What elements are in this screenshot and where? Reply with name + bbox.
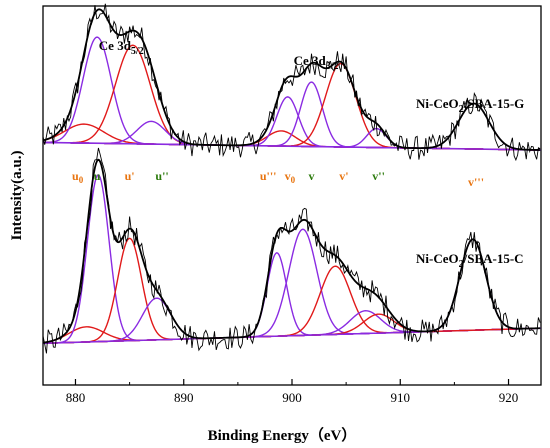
peak-label-9: v''': [468, 175, 484, 189]
envelope-layer: [42, 8, 540, 344]
annotation-ce3d32: Ce 3d3/2: [294, 53, 339, 72]
text-layer: Binding Energy（eV） Intensity(a.u.) Ce 3d5/…: [9, 38, 524, 444]
raw-data-0: [42, 3, 541, 162]
axes-layer: 880 890 900 910 920: [42, 5, 542, 405]
peak-label-7: v': [339, 169, 348, 183]
sample-label-1: Ni-CeO2/SBA-15-C: [416, 251, 524, 270]
envelope-1: [42, 158, 540, 344]
component-1-8: [42, 313, 540, 345]
y-axis-title: Intensity(a.u.): [9, 150, 25, 240]
peak-label-4: u''': [260, 169, 277, 183]
x-tick-label-3: 910: [391, 390, 411, 405]
envelope-0: [42, 8, 540, 151]
peak-label-1: u: [94, 169, 101, 183]
x-tick-label-4: 920: [499, 390, 519, 405]
x-axis-title: Binding Energy（eV）: [208, 426, 357, 444]
x-tick-label-2: 900: [282, 390, 302, 405]
sample-label-0: Ni-CeO2/SBA-15-G: [416, 96, 524, 115]
plot-frame: [42, 5, 542, 386]
peak-label-5: v0: [285, 169, 296, 185]
peak-label-2: u': [125, 169, 135, 183]
peak-label-0: u0: [72, 169, 84, 185]
peak-label-3: u'': [155, 169, 168, 183]
peak-label-6: v: [308, 169, 314, 183]
x-tick-label-0: 880: [66, 390, 86, 405]
x-tick-label-1: 890: [174, 390, 194, 405]
annotation-ce3d52: Ce 3d5/2: [99, 38, 144, 57]
peak-label-8: v'': [372, 169, 385, 183]
